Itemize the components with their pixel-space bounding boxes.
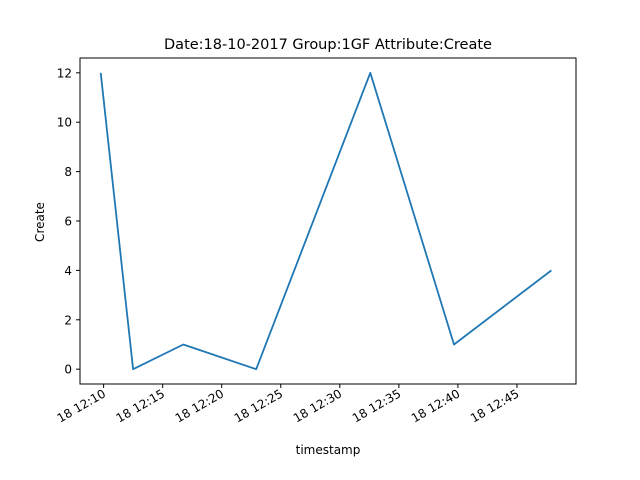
y-tick-label: 4 <box>64 264 72 278</box>
x-tick-label: 18 12:30 <box>291 386 344 425</box>
plot-area <box>99 71 552 371</box>
y-axis-label: Create <box>33 202 47 242</box>
chart-title: Date:18-10-2017 Group:1GF Attribute:Crea… <box>164 37 492 53</box>
y-tick-label: 12 <box>57 66 72 80</box>
y-tick-label: 2 <box>64 313 72 327</box>
x-tick-label: 18 12:20 <box>173 386 226 425</box>
y-tick-label: 10 <box>57 116 72 130</box>
x-axis: 18 12:10 18 12:15 18 12:20 18 12:25 18 12:30… <box>55 384 521 425</box>
x-tick-label: 18 12:35 <box>350 386 403 425</box>
x-tick-label: 18 12:25 <box>232 386 285 425</box>
y-tick-label: 0 <box>64 363 72 377</box>
plot-frame <box>79 57 577 385</box>
x-tick-label: 18 12:10 <box>55 386 108 425</box>
x-axis-label: timestamp <box>296 443 361 457</box>
y-tick-label: 6 <box>64 215 72 229</box>
series-line <box>99 71 552 371</box>
x-tick-label: 18 12:40 <box>409 386 462 425</box>
x-tick-label: 18 12:45 <box>468 386 521 425</box>
y-axis: 0 2 4 6 8 10 12 <box>57 66 80 377</box>
y-tick-label: 8 <box>64 165 72 179</box>
x-tick-label: 18 12:15 <box>114 386 167 425</box>
